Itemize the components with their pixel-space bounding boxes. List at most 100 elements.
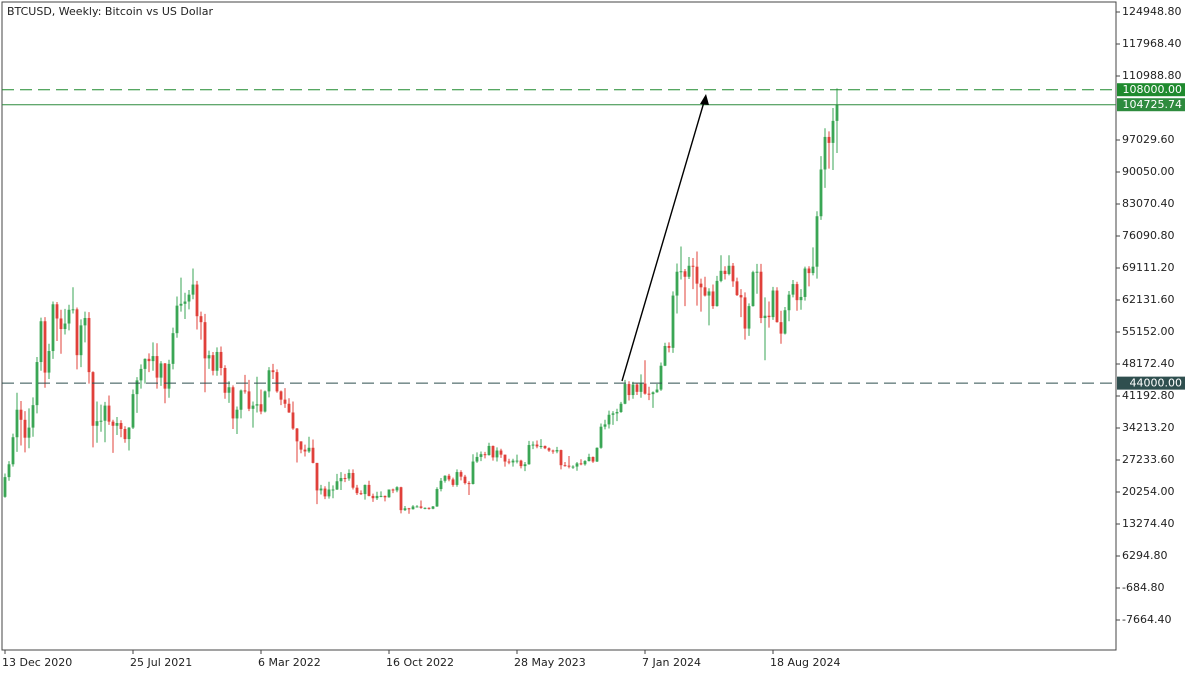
candle-body [351,472,355,488]
candle-body [635,384,639,392]
candle-body [55,304,59,319]
candle-body [399,487,403,511]
candle-body [219,351,223,369]
candle-body [199,316,203,323]
candle-body [7,464,11,478]
candle-body [547,448,551,451]
chart-title: BTCUSD, Weekly: Bitcoin vs US Dollar [7,5,213,18]
candle-body [187,294,191,302]
candle-body [327,489,331,497]
candle-body [755,271,759,273]
candle-body [67,309,71,324]
candle-body [431,506,435,509]
candle-body [531,444,535,446]
candle-body [403,508,407,511]
candle-body [223,368,227,393]
candle-body [647,393,651,395]
candle-body [495,450,499,458]
candle-body [203,322,207,359]
candle-body [251,405,255,409]
candle-body [123,428,127,440]
candle-body [443,475,447,481]
candle-body [71,309,75,311]
candle-body [95,421,99,426]
candle-body [275,372,279,392]
candle-body [387,489,391,498]
x-tick-label: 25 Jul 2021 [130,656,192,669]
candle-body [555,450,559,452]
x-tick-label: 16 Oct 2022 [386,656,454,669]
candle-body [459,472,463,477]
candle-body [739,295,743,298]
candle-body [543,445,547,449]
y-tick-label: 97029.60 [1122,133,1175,146]
candle-body [643,383,647,394]
candle-body [787,294,791,311]
candle-body [3,477,7,497]
candle-body [767,315,771,318]
candle-body [319,488,323,491]
candle-body [19,409,23,420]
candle-body [147,358,151,362]
candle-body [675,271,679,296]
candle-body [479,454,483,457]
candle-body [567,465,571,467]
candle-body [119,423,123,429]
candle-body [383,495,387,498]
level-label-box [1117,98,1185,112]
trend-arrow [621,94,709,382]
candle-body [779,322,783,334]
candle-body [255,404,259,406]
candle-body [699,283,703,288]
candle-body [379,495,383,497]
y-tick-label: 55152.00 [1122,325,1175,338]
candle-body [407,508,411,510]
candle-body [759,271,763,319]
candle-body [447,475,451,480]
candle-body [167,363,171,389]
candle-body [803,268,807,297]
candle-body [135,380,139,395]
candle-body [415,506,419,508]
candle-body [747,306,751,329]
candle-body [691,265,695,267]
candle-body [347,472,351,479]
candle-body [499,450,503,455]
candle-body [31,405,35,428]
candle-body [211,355,215,371]
candle-body [623,384,627,404]
candle-body [343,478,347,480]
candle-body [371,495,375,499]
candle-body [523,464,527,467]
candle-body [491,445,495,458]
candle-body [295,428,299,442]
candle-body [771,290,775,318]
candle-body [83,318,87,326]
plot-frame [1,1,1117,651]
candle-body [579,463,583,465]
candle-body [215,351,219,371]
candle-body [235,409,239,419]
candle-body [311,447,315,463]
y-tick-label: 20254.00 [1122,485,1175,498]
candle-body [91,372,95,426]
y-tick-label: 62131.60 [1122,293,1175,306]
candle-body [59,318,63,330]
candle-body [467,483,471,485]
candle-body [463,476,467,484]
candle-body [715,280,719,307]
arrow-line [621,101,705,382]
candle-body [611,413,615,415]
candle-body [267,370,271,392]
candle-body [47,351,51,373]
candle-body [591,456,595,462]
y-tick-label: 41192.80 [1122,389,1175,402]
candle-body [151,356,155,362]
candle-body [703,287,707,296]
candle-body [375,495,379,499]
candle-body [775,290,779,323]
candle-body [607,414,611,425]
candle-body [487,445,491,456]
candle-body [639,383,643,392]
